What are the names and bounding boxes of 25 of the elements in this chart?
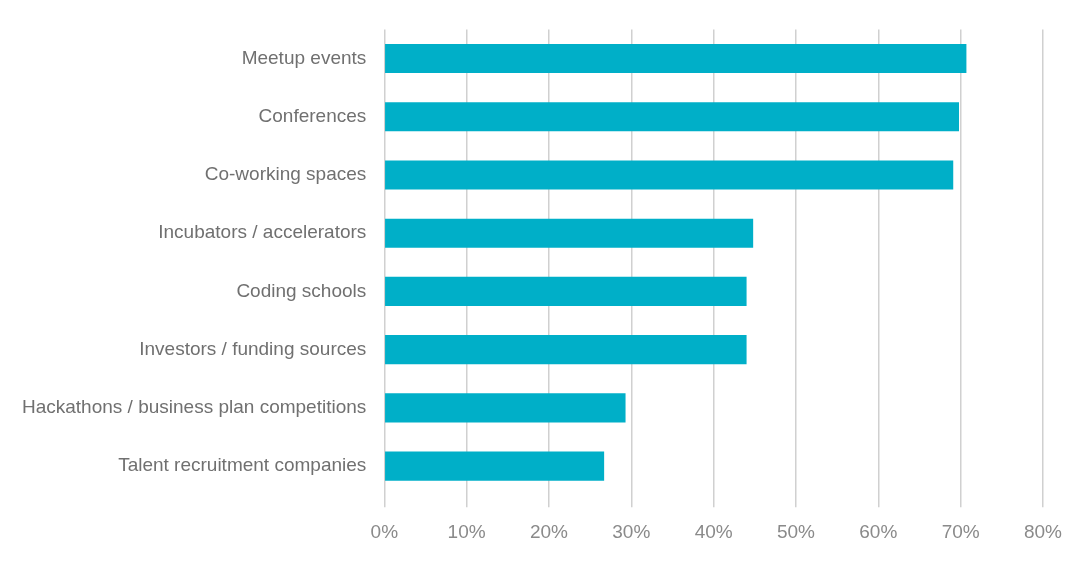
x-tick-label: 0% [370,520,399,542]
x-tick-label: 80% [1023,520,1063,542]
y-tick-label: Conferences [258,104,367,126]
x-tick-label: 50% [776,520,816,542]
x-tick-label: 60% [859,520,898,542]
bar [385,218,754,248]
x-tick-label: 70% [941,520,980,542]
y-tick-label: Talent recruitment companies [118,454,367,476]
bar [385,393,626,423]
y-tick-label: Meetup events [241,46,367,68]
y-tick-label: Co-working spaces [204,163,367,185]
bar [385,160,954,190]
bar [385,276,747,306]
bar [385,335,747,365]
y-tick-label: Coding schools [236,279,367,301]
x-tick-label: 20% [529,520,569,542]
x-tick-label: 30% [612,520,651,542]
x-tick-label: 40% [694,520,733,542]
y-tick-label: Investors / funding sources [139,337,367,359]
bar [385,43,967,74]
x-tick-label: 10% [447,520,486,542]
bar [385,451,605,481]
bar [385,102,959,132]
y-tick-label: Incubators / accelerators [158,221,367,243]
y-tick-label: Hackathons / business plan competitions [21,396,367,418]
